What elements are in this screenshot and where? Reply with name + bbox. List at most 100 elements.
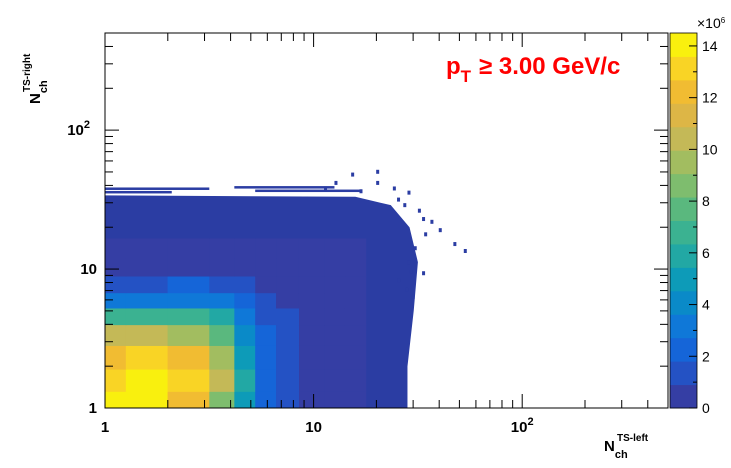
heatmap-cell xyxy=(255,345,277,370)
colorbar-tick-label: 0 xyxy=(702,400,710,416)
annotation-sub: T xyxy=(461,67,472,86)
heatmap-cell xyxy=(298,257,325,277)
colorbar: 0 2 4 6 8 10 12 14 ×106 xyxy=(669,15,726,416)
sparse-bin xyxy=(403,203,407,208)
x-tick-label: 1 xyxy=(101,419,109,436)
heatmap-cell xyxy=(298,276,325,294)
heatmap-cell xyxy=(105,324,127,346)
x-axis-title: Nch TS-left xyxy=(604,433,649,461)
heatmap-cell xyxy=(344,345,367,370)
heatmap-cell xyxy=(209,369,235,392)
heatmap-cell xyxy=(276,276,300,294)
colorbar-tick-label: 12 xyxy=(702,90,718,106)
heatmap-cell xyxy=(234,391,256,409)
heatmap-cell xyxy=(344,369,367,392)
colorbar-segment xyxy=(670,314,697,339)
heatmap-cell xyxy=(209,292,235,309)
heatmap-cell xyxy=(125,324,169,346)
sparse-bin-row xyxy=(234,186,335,189)
y-axis-ticks: 1 10 102 xyxy=(67,32,668,417)
colorbar-segment xyxy=(670,197,697,221)
heatmap-cell xyxy=(234,324,256,346)
y-title-sub: ch xyxy=(38,80,50,93)
colorbar-segment xyxy=(670,79,697,104)
heatmap-cell xyxy=(255,307,277,326)
heatmap-cell xyxy=(167,307,210,326)
y-axis-title: Nch TS-right xyxy=(22,53,50,104)
plot-border xyxy=(104,32,669,409)
colorbar-multiplier: ×106 xyxy=(697,15,726,31)
heatmap-cell xyxy=(105,257,127,277)
heatmap-cell xyxy=(105,391,127,409)
heatmap-cell xyxy=(276,369,300,392)
sparse-bin-row xyxy=(255,189,360,193)
x-tick-label: 102 xyxy=(511,416,534,436)
heatmap-cell xyxy=(344,238,367,259)
heatmap-cell xyxy=(234,345,256,370)
colorbar-segment xyxy=(670,361,697,386)
heatmap-cell xyxy=(255,257,277,277)
svg-text:Nch: Nch xyxy=(27,80,50,104)
colorbar-segment xyxy=(670,56,697,81)
heatmap-cell xyxy=(255,276,277,294)
sparse-bin xyxy=(376,180,380,185)
sparse-bin-row xyxy=(105,190,172,194)
heatmap-cell xyxy=(255,292,277,309)
colorbar-tick-label: 14 xyxy=(702,38,718,54)
heatmap-cell xyxy=(324,369,346,392)
plot-frame xyxy=(104,32,669,409)
heatmap-cell xyxy=(324,276,346,294)
heatmap-cell xyxy=(105,369,127,392)
heatmap-cell xyxy=(125,391,169,409)
colorbar-tick-label: 4 xyxy=(702,297,710,313)
heatmap-cell xyxy=(167,369,210,392)
heatmap-cell xyxy=(209,324,235,346)
heatmap-cell xyxy=(105,307,127,326)
heatmap-cell xyxy=(298,324,325,346)
heatmap-cell xyxy=(344,276,367,294)
heatmap-cell xyxy=(105,292,127,309)
sparse-bin xyxy=(453,242,457,247)
heatmap-cell xyxy=(209,307,235,326)
heatmap-cell xyxy=(167,345,210,370)
heatmap-cell xyxy=(234,257,256,277)
heatmap-cell xyxy=(298,238,325,259)
x-title-sub: ch xyxy=(615,449,628,461)
heatmap-cell xyxy=(276,391,300,409)
sparse-bin xyxy=(376,169,380,174)
heatmap-cell xyxy=(167,276,210,294)
empty-bin-stripe xyxy=(421,377,424,408)
colorbar-segment xyxy=(670,243,697,268)
colorbar-segment xyxy=(670,126,697,151)
colorbar-tick-label: 6 xyxy=(702,245,710,261)
sparse-bin xyxy=(424,232,428,237)
heatmap-cell xyxy=(344,292,367,309)
heatmap-cell xyxy=(209,345,235,370)
heatmap-cell xyxy=(209,276,235,294)
heatmap-cell xyxy=(209,238,235,259)
sparse-bin xyxy=(407,260,411,265)
y-tick-label: 1 xyxy=(89,400,97,417)
sparse-bin xyxy=(324,186,328,191)
sparse-bin xyxy=(438,228,442,233)
heatmap-cell xyxy=(234,307,256,326)
colorbar-tick-label: 2 xyxy=(702,348,710,364)
heatmap-cell xyxy=(105,238,127,259)
heatmap-cell xyxy=(344,391,367,409)
heatmap-cell xyxy=(125,257,169,277)
heatmap-cell xyxy=(234,238,256,259)
svg-text:Nch: Nch xyxy=(604,438,628,461)
x-tick-label: 10 xyxy=(305,419,322,436)
colorbar-tick-label: 8 xyxy=(702,193,710,209)
heatmap-cell xyxy=(234,276,256,294)
sparse-bin xyxy=(351,172,355,177)
annotation-main: p xyxy=(446,53,461,80)
sparse-bin xyxy=(409,269,413,274)
heatmap-cell xyxy=(324,292,346,309)
heatmap-cell xyxy=(324,391,346,409)
x-title-sup: TS-left xyxy=(617,433,649,444)
heatmap-cell xyxy=(276,324,300,346)
sparse-bin xyxy=(405,287,409,292)
heatmap-cell xyxy=(298,369,325,392)
